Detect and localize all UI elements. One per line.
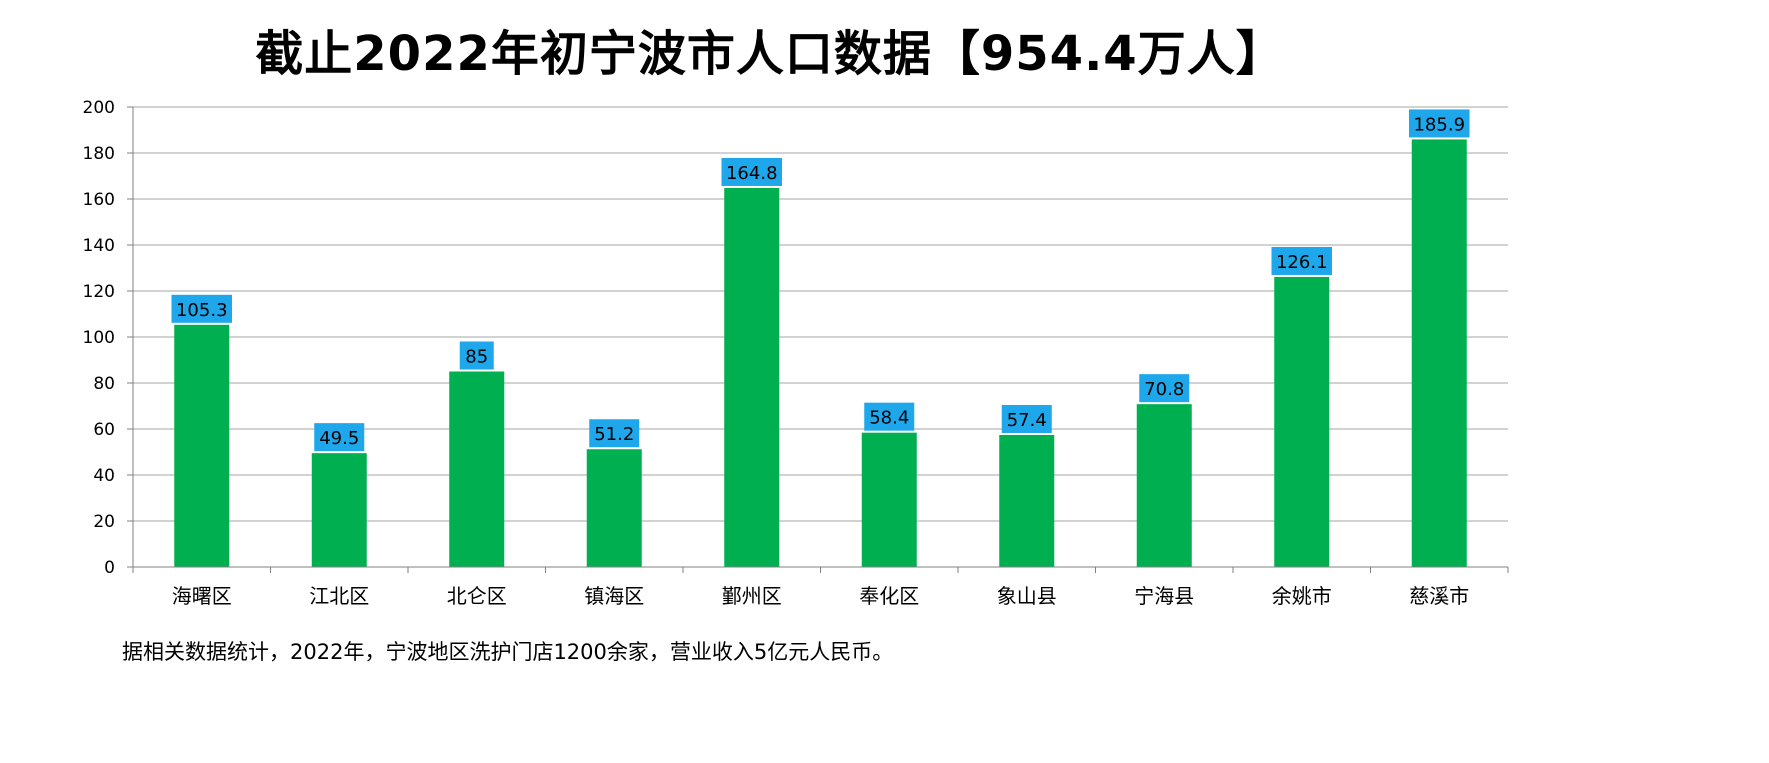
y-tick-label: 20	[93, 512, 115, 532]
chart-title: 截止2022年初宁波市人口数据【954.4万人】	[255, 26, 1285, 82]
x-tick-label: 镇海区	[584, 584, 644, 608]
data-label: 58.4	[869, 408, 909, 429]
data-label-box	[721, 157, 782, 186]
data-label-box	[589, 419, 640, 448]
x-tick-label: 北仑区	[447, 584, 507, 608]
y-tick-label: 0	[104, 558, 115, 578]
y-tick-label: 60	[93, 420, 115, 440]
data-label-box	[1139, 374, 1190, 403]
bar	[1274, 276, 1330, 567]
y-tick-label: 120	[83, 282, 115, 302]
data-label: 51.2	[594, 424, 634, 445]
x-tick-label: 宁海县	[1134, 584, 1194, 608]
y-tick-label: 160	[83, 190, 115, 210]
data-label: 185.9	[1413, 114, 1465, 135]
data-label-box	[314, 423, 365, 452]
bar	[724, 187, 780, 567]
data-label: 105.3	[176, 300, 228, 321]
x-tick-label: 江北区	[309, 584, 369, 608]
data-label-box	[1271, 246, 1332, 275]
bar	[999, 434, 1055, 567]
data-label-box	[1409, 109, 1470, 138]
y-tick-label: 180	[83, 144, 115, 164]
x-tick-label: 象山县	[997, 584, 1057, 608]
data-label: 85	[465, 347, 488, 368]
y-axis-tick-labels: 0 20 40 60 80 100 120 140 160 180 200	[83, 98, 115, 578]
data-label-box	[864, 402, 915, 431]
y-tick-label: 140	[83, 236, 115, 256]
x-tick-label: 奉化区	[859, 584, 919, 608]
bar	[1136, 404, 1192, 567]
y-tick-label: 200	[83, 98, 115, 118]
data-label: 164.8	[726, 163, 778, 184]
x-tick-label: 鄞州区	[722, 584, 782, 608]
bars	[174, 139, 1467, 567]
data-label: 49.5	[319, 428, 359, 449]
data-label-box	[171, 294, 232, 323]
data-labels: 105.3 49.5 85 51.2 164.8 58.4 57.4 70.8 126.1 185…	[171, 109, 1470, 452]
y-tick-label: 40	[93, 466, 115, 486]
footnote: 据相关数据统计，2022年，宁波地区洗护门店1200余家，营业收入5亿元人民币。	[122, 640, 894, 664]
bar	[1411, 139, 1467, 567]
x-axis-tick-labels: 海曙区 江北区 北仑区 镇海区 鄞州区 奉化区 象山县 宁海县 余姚市 慈溪市	[172, 584, 1470, 608]
x-tick-label: 余姚市	[1272, 584, 1332, 608]
bar	[861, 432, 917, 567]
y-tick-label: 80	[93, 374, 115, 394]
data-label: 57.4	[1007, 410, 1047, 431]
data-label: 70.8	[1144, 379, 1184, 400]
bar	[449, 371, 505, 567]
x-tick-label: 慈溪市	[1409, 584, 1469, 608]
bar	[586, 449, 642, 567]
axes	[127, 106, 1509, 573]
x-tick-label: 海曙区	[172, 584, 232, 608]
data-label: 126.1	[1276, 252, 1328, 273]
data-label-box	[459, 341, 494, 370]
y-tick-label: 100	[83, 328, 115, 348]
bar	[174, 324, 230, 567]
bar	[311, 453, 367, 567]
data-label-box	[1001, 404, 1052, 433]
